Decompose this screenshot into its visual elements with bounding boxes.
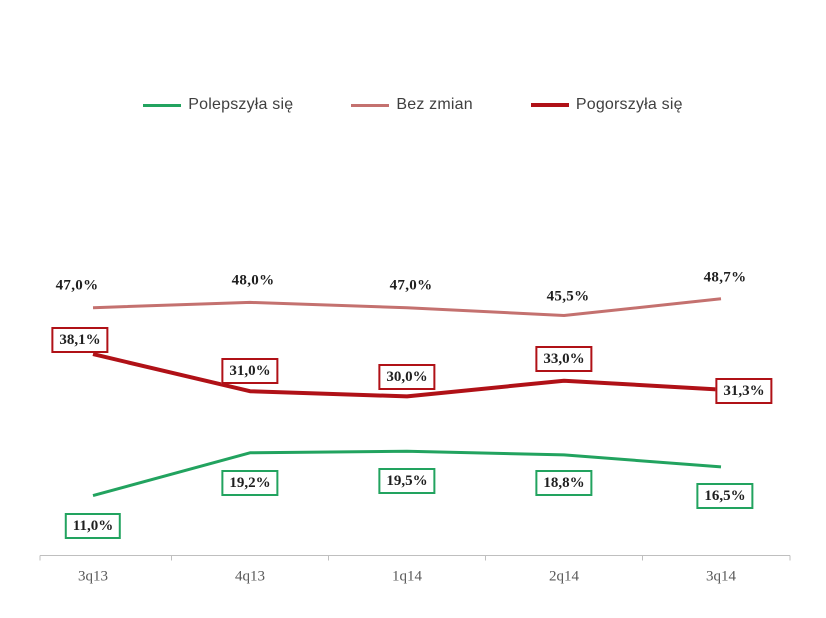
chart-legend: Polepszyła się Bez zmian Pogorszyła się <box>0 96 826 114</box>
legend-label-polepszyla-sie: Polepszyła się <box>188 96 294 113</box>
legend-swatch-green <box>143 103 182 107</box>
legend-label-pogorszyla-sie: Pogorszyła się <box>575 96 683 113</box>
legend-swatch-rose <box>351 103 390 107</box>
legend-label-bez-zmian: Bez zmian <box>396 96 473 113</box>
legend-item-pogorszyla-sie: Pogorszyła się <box>530 96 683 114</box>
series-line-0 <box>92 449 722 498</box>
series-line-1 <box>92 297 722 317</box>
legend-item-polepszyla-sie: Polepszyła się <box>143 96 293 114</box>
legend-item-bez-zmian: Bez zmian <box>351 96 473 114</box>
series-line-2 <box>92 352 722 399</box>
legend-swatch-dark-red <box>530 103 569 107</box>
